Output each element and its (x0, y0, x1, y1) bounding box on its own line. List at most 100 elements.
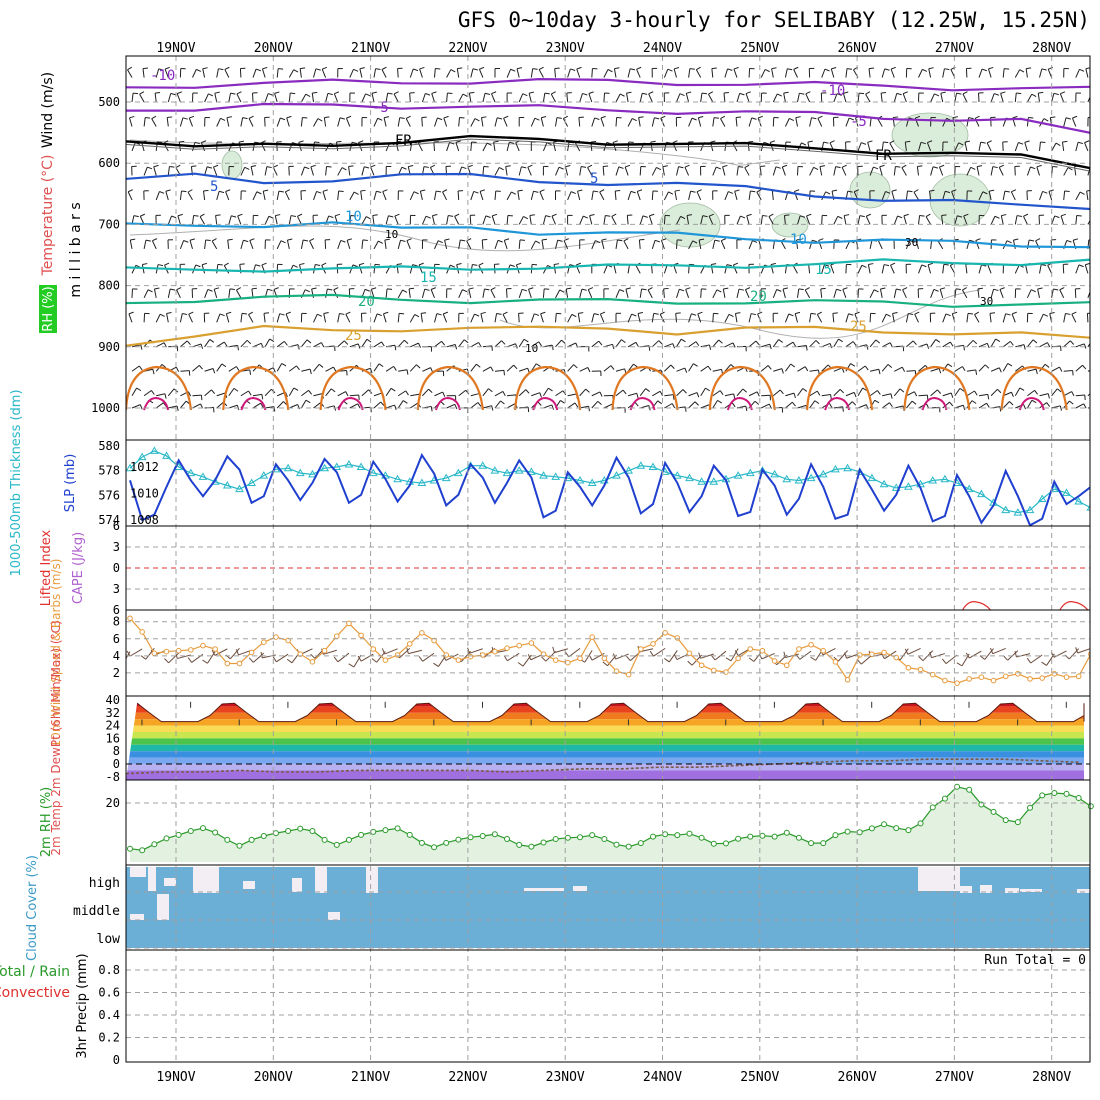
wind-barb (744, 167, 750, 176)
wind-barb-flag (928, 67, 934, 70)
wind-barb (722, 166, 726, 176)
temp-color-band (126, 725, 1084, 732)
thickness-point (417, 478, 427, 486)
wind-barb (990, 289, 995, 298)
wind-barb-flag (496, 312, 502, 315)
thickness-point (928, 476, 938, 484)
wind-barb-flag (541, 238, 548, 241)
wind-barb (614, 190, 617, 200)
rh-contour-blob (849, 171, 891, 209)
wind-barb-flag (779, 389, 784, 395)
wind-barb (1063, 117, 1067, 127)
wind-barb-flag (751, 117, 757, 120)
wind10m-speed-point (1039, 675, 1045, 681)
temp-color-band (126, 764, 1084, 771)
temp2m-tick-label: -8 (106, 770, 120, 784)
wind-barb-flag (982, 191, 988, 195)
wind-barb-flag (491, 405, 494, 411)
wind-barb (381, 69, 387, 78)
wind-barb (216, 313, 221, 323)
wind-barb-flag (684, 367, 688, 373)
wind-barb (857, 93, 860, 103)
thickness-point (502, 468, 512, 477)
wind-barb-flag (1007, 363, 1013, 367)
wind-barb (930, 93, 935, 103)
isotherm-30-cell (611, 365, 679, 411)
wind-barb (686, 215, 690, 225)
wind-barb-flag (1030, 166, 1036, 170)
wind-barb-flag (791, 401, 796, 407)
rh2m-point (309, 828, 316, 835)
wind-barb (288, 69, 295, 78)
isotherm-35-cell (143, 396, 169, 411)
wind-barb (928, 68, 932, 78)
wind-barb-flag (738, 288, 745, 291)
wind-barb (446, 403, 456, 409)
wind-barb (797, 215, 801, 225)
wind-barb (954, 388, 961, 397)
wind-barb (373, 341, 382, 348)
wind-barb (224, 69, 230, 78)
wind-barb (276, 240, 282, 250)
wind-barb-flag (406, 238, 412, 241)
wind-barb-flag (1085, 262, 1090, 266)
wind-barb-flag (1078, 264, 1084, 268)
temp2m-line (136, 702, 1085, 723)
rh2m-point (808, 840, 815, 847)
wind-barb-flag (1096, 368, 1098, 373)
cloud-gap (573, 886, 587, 891)
ylabel-wind10m: 10m Wind Speed & Barbs (m/s) (49, 559, 63, 748)
wind-barb-flag (217, 263, 223, 266)
wind-barb-flag (529, 214, 535, 217)
wind-barb-flag (686, 214, 693, 217)
wind-barb (143, 117, 146, 127)
wind-barb-flag (740, 215, 746, 219)
wind-barb-flag (503, 370, 505, 376)
wind-barb (809, 167, 814, 176)
wind-barb-flag (420, 189, 426, 192)
wind-barb (493, 141, 496, 152)
wind-barb (890, 264, 895, 274)
wind-barb (660, 240, 665, 250)
wind-barb (736, 166, 739, 176)
wind-barb-flag (479, 66, 485, 70)
wind-barb-flag (201, 262, 208, 266)
wind-barb (577, 191, 581, 201)
wind-barb-flag (754, 400, 760, 405)
wind-barb-flag (559, 289, 565, 293)
wind-barb (1012, 239, 1016, 249)
wind-barb (419, 68, 423, 78)
wind-barb (519, 367, 528, 372)
date-label-top: 22NOV (448, 41, 487, 56)
wind10m-speed-point (747, 646, 754, 652)
wind10m-barb (984, 648, 994, 660)
wind-barb-flag (215, 214, 221, 216)
wind-barb (156, 393, 166, 397)
wind10m-barb (1077, 648, 1090, 654)
wind-barb-flag (273, 164, 278, 168)
wind-barb (373, 191, 377, 201)
wind-barb-flag (1092, 217, 1096, 219)
wind-barb-flag (399, 117, 405, 119)
wind-barb (1051, 366, 1060, 372)
wind-barb-flag (875, 339, 881, 344)
wind-barb (506, 364, 515, 372)
wind-barb-flag (940, 91, 946, 94)
wind-barb (1014, 69, 1021, 78)
wind-barb-flag (972, 339, 978, 345)
thickness-point (149, 446, 159, 454)
wind-barb (421, 289, 426, 298)
rh-contour-blob (221, 150, 243, 180)
wind-barb (809, 400, 816, 409)
ylabel-temp2m: 2m Temp 2m DewPt (6hr Min/Max) (°C) (49, 620, 63, 855)
wind-barb-flag (378, 363, 384, 368)
wind-barb (927, 264, 932, 274)
wind-barb (434, 240, 439, 250)
cloud-row-label: low (97, 932, 121, 947)
wind-barb (797, 366, 806, 372)
wind-barb (603, 215, 606, 225)
wind-barb-flag (309, 238, 315, 242)
wind-barb-flag (491, 91, 497, 95)
wind-barb-flag (824, 264, 830, 267)
wind-barb (651, 340, 660, 348)
